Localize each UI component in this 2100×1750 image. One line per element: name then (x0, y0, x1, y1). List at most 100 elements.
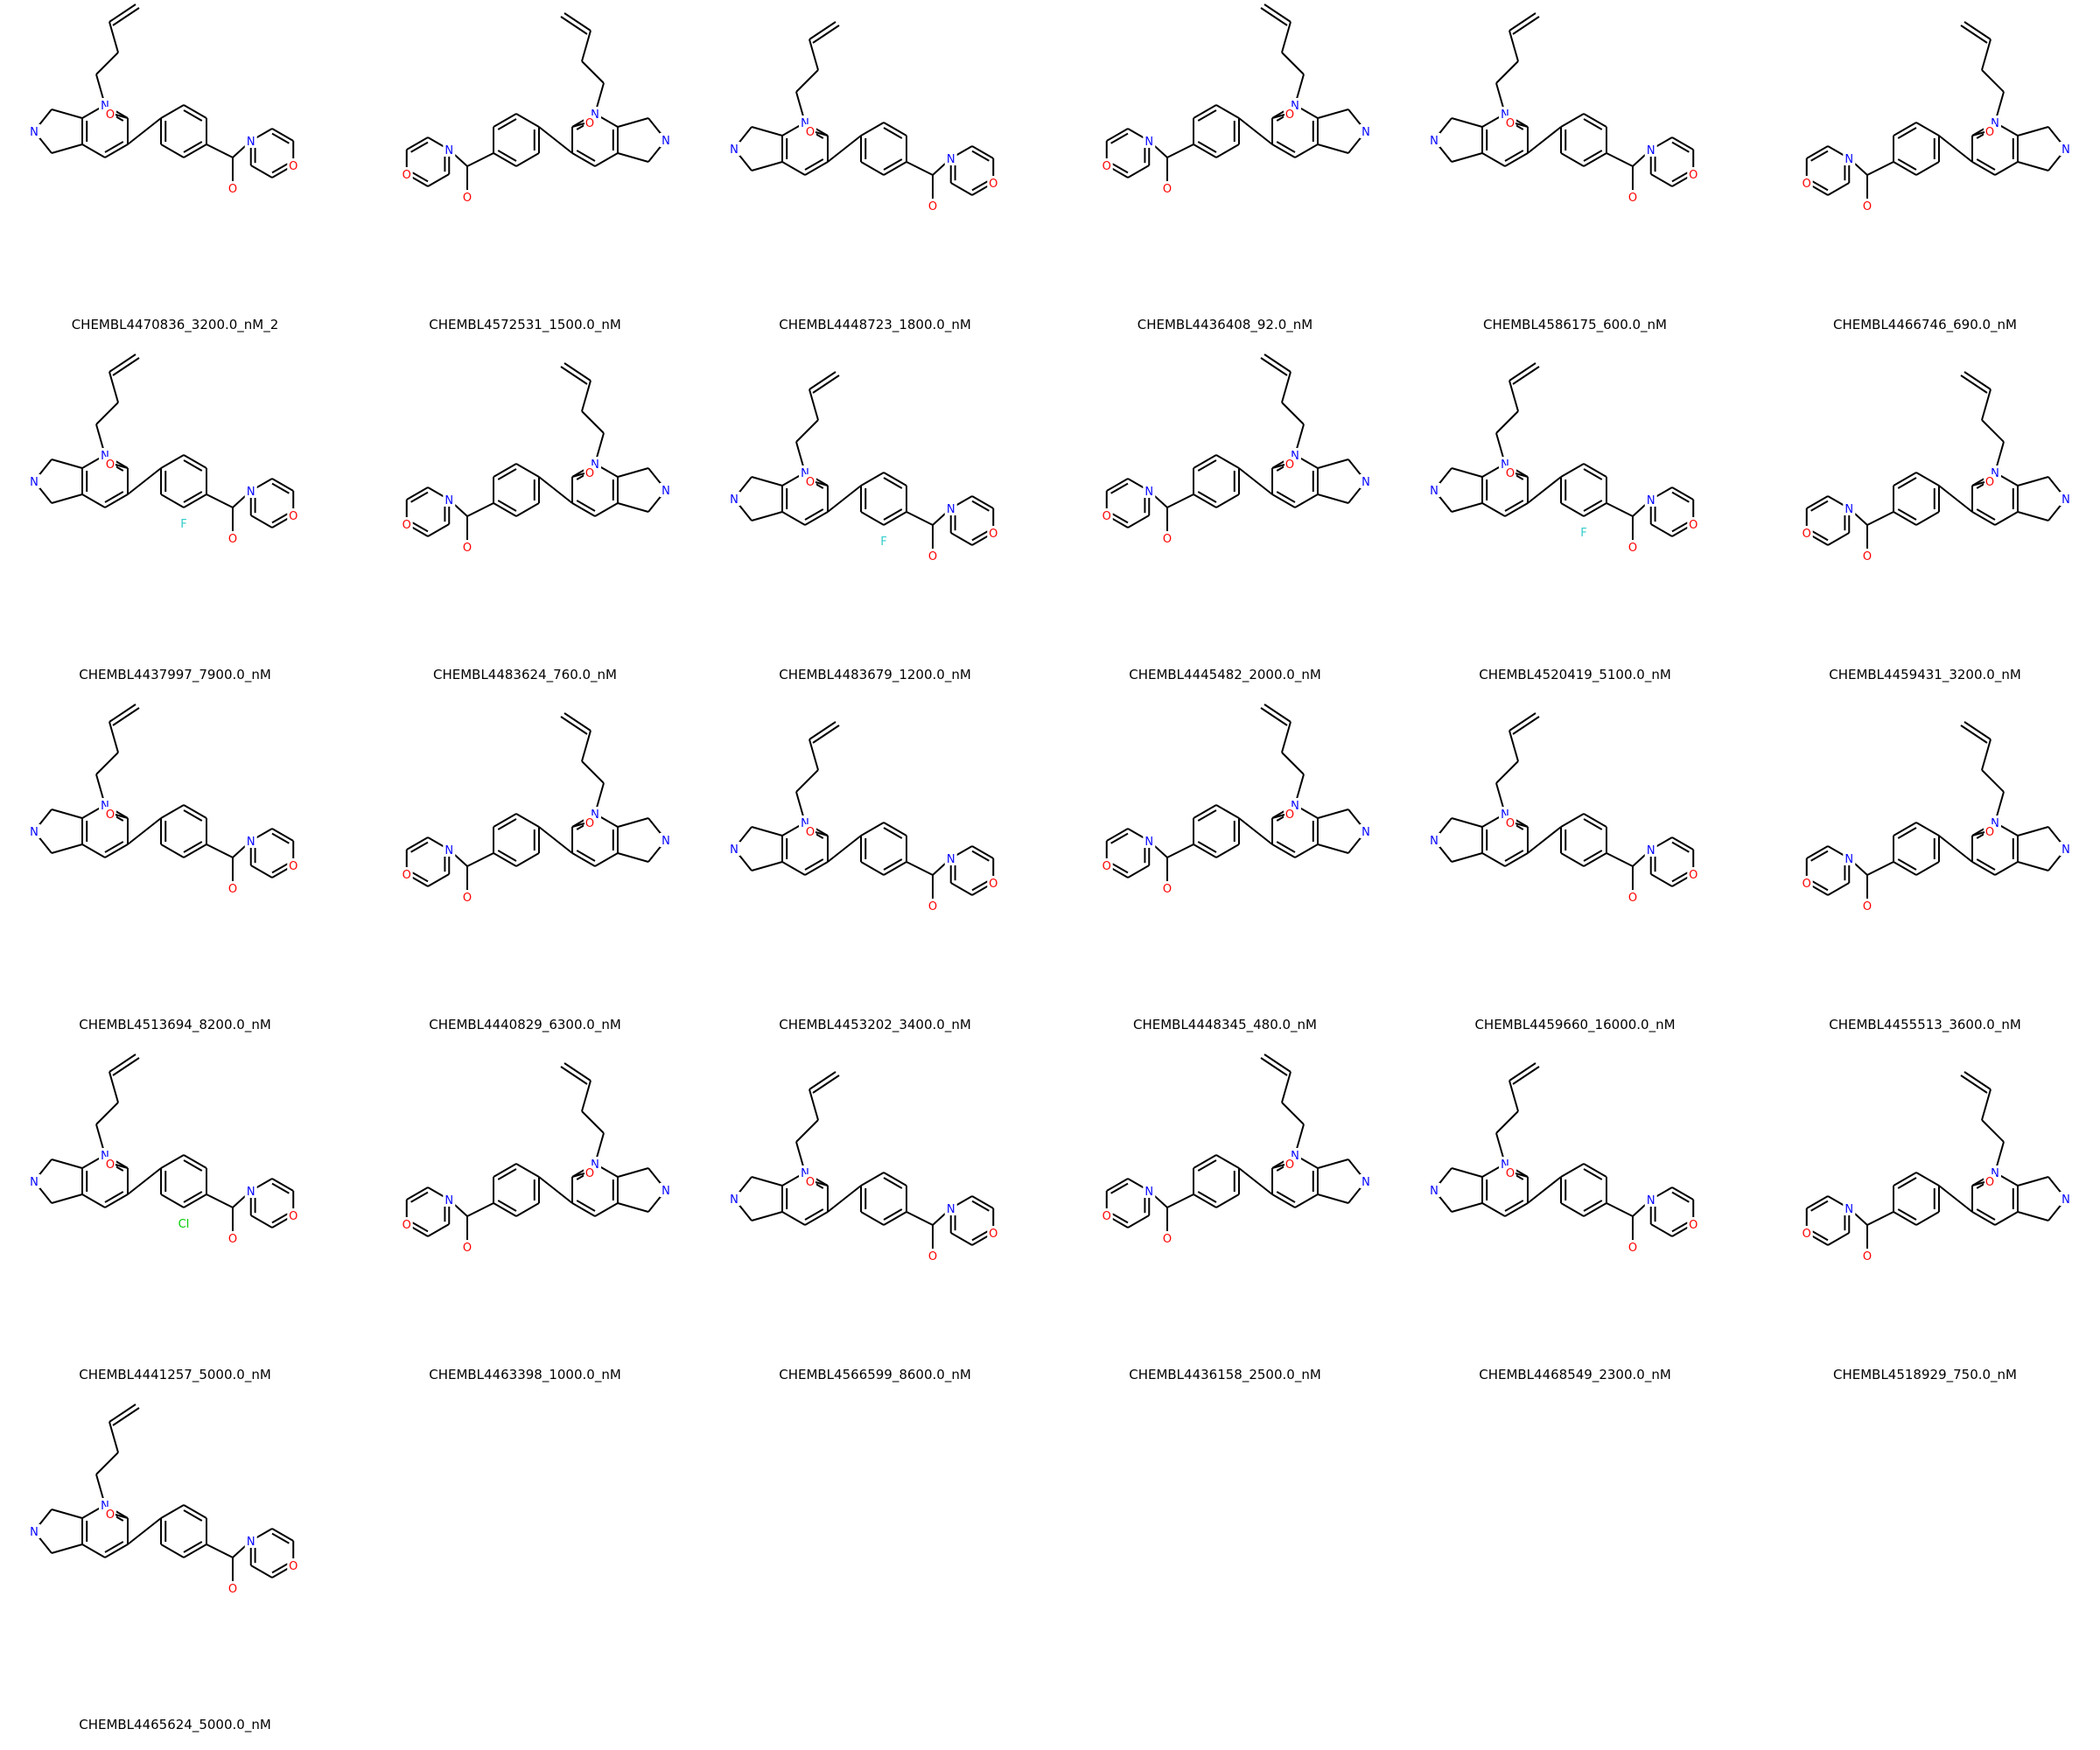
atom-label: O (1163, 183, 1172, 196)
bond (1806, 145, 1829, 159)
atom-label: N (1501, 808, 1509, 822)
bond (1915, 861, 1940, 876)
bond (538, 476, 573, 504)
bond (1938, 1185, 1973, 1213)
atom-label: O (928, 550, 937, 564)
bond (183, 494, 207, 508)
bond (1971, 831, 1985, 836)
bond (751, 476, 783, 486)
bond (493, 152, 517, 167)
molecule-cell: N N O O N O CHEMBL4466746_690.0_nM (1750, 0, 2100, 350)
bond (1994, 511, 2019, 526)
bond (1166, 144, 1194, 158)
bond (1583, 850, 1603, 862)
atom-label: O (1102, 860, 1111, 873)
bond (1495, 760, 1519, 784)
bond (808, 388, 819, 421)
bond (1110, 832, 1129, 844)
bond (560, 16, 588, 35)
bond (1238, 117, 1273, 145)
bond (1583, 150, 1603, 162)
bond (1481, 502, 1506, 517)
atom-label: Cl (178, 1218, 190, 1231)
bond (1583, 1200, 1603, 1212)
bond (206, 844, 234, 858)
bond (515, 152, 540, 167)
bond (571, 472, 585, 478)
atom-label: N (1647, 1194, 1656, 1208)
atom-label: O (1863, 200, 1872, 214)
bond (108, 1404, 136, 1423)
atom-label: O (1985, 476, 1994, 489)
bond (804, 1208, 824, 1221)
bond (1451, 117, 1483, 128)
bond (617, 117, 649, 128)
atom-label: N (1430, 1185, 1438, 1198)
bond (1915, 122, 1940, 136)
bond (751, 826, 783, 836)
bond (515, 813, 540, 828)
bond (1197, 491, 1217, 503)
bond (1317, 1158, 1349, 1169)
bond (1960, 24, 1988, 44)
bond (827, 835, 862, 863)
bond (108, 21, 119, 53)
bond (860, 861, 885, 876)
bond (410, 521, 429, 533)
atom-label: O (585, 467, 594, 480)
bond (1110, 162, 1129, 174)
atom-label: N (947, 503, 956, 516)
bond (564, 362, 592, 382)
bond (2017, 826, 2049, 836)
bond (560, 366, 588, 385)
bond (1560, 813, 1585, 828)
bond (1294, 144, 1319, 158)
bond (795, 419, 819, 443)
bond (1810, 529, 1829, 542)
atom-label: O (1285, 458, 1294, 472)
bond (1110, 1212, 1129, 1224)
atom-label: N (1501, 108, 1509, 122)
bond (860, 511, 885, 526)
bond (581, 60, 605, 84)
bond (108, 1421, 119, 1453)
atom-label: N (1501, 1158, 1509, 1172)
bond (971, 1195, 994, 1209)
bond (183, 1194, 207, 1208)
bond (1994, 161, 2019, 176)
bond (1110, 482, 1129, 494)
bond (1451, 467, 1483, 478)
atom-label: N (662, 835, 670, 848)
atom-label: N (801, 1167, 809, 1180)
bond (950, 182, 973, 196)
bond (564, 12, 592, 32)
bond (1671, 836, 1694, 850)
atom-label: O (289, 1210, 298, 1223)
bond (497, 150, 517, 162)
bond (1110, 132, 1129, 144)
bond (183, 809, 203, 822)
bond (1504, 852, 1529, 867)
bond (1583, 113, 1607, 128)
atom-label: N (730, 494, 738, 507)
molecule-label: CHEMBL4436158_2500.0_nM (1129, 1367, 1321, 1382)
molecule-cell: N N O O N O CHEMBL4440829_6300.0_nM (350, 700, 700, 1050)
atom-label: N (1647, 494, 1656, 508)
bond (1508, 362, 1536, 382)
bond (804, 858, 824, 871)
bond (1938, 835, 1973, 863)
bond (804, 158, 824, 171)
bond (1451, 502, 1483, 513)
bond (971, 179, 990, 192)
bond (51, 1194, 83, 1204)
bond (1193, 804, 1217, 819)
bond (250, 1214, 273, 1228)
atom-label: N (1362, 476, 1370, 489)
atom-label: O (585, 817, 594, 830)
atom-label: N (1144, 1186, 1153, 1199)
bond (795, 769, 819, 793)
bond (271, 1178, 294, 1192)
